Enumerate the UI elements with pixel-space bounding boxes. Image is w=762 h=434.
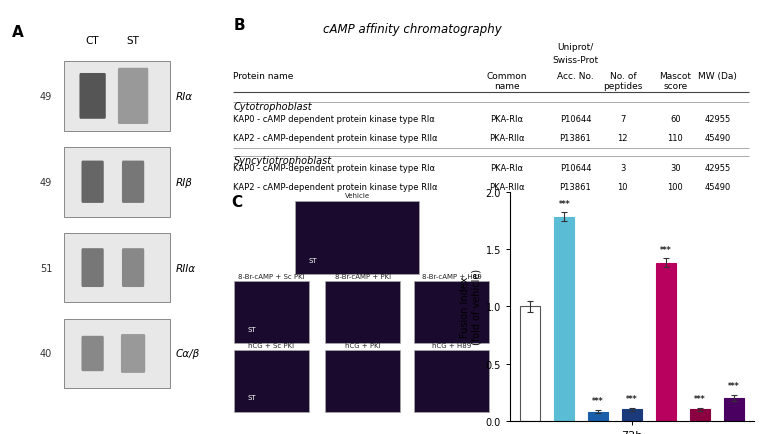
Text: ***: *** [694, 394, 706, 403]
FancyBboxPatch shape [118, 69, 149, 125]
Text: PKA-RIα: PKA-RIα [491, 114, 523, 123]
FancyBboxPatch shape [64, 233, 169, 302]
Bar [554, 217, 575, 421]
Text: 49: 49 [40, 178, 52, 187]
Bar [414, 350, 489, 412]
Text: P10644: P10644 [560, 163, 591, 172]
Text: B: B [233, 18, 245, 33]
Text: hCG + Sc PKI: hCG + Sc PKI [248, 342, 294, 348]
Text: Syncytiotrophoblast: Syncytiotrophoblast [233, 155, 331, 165]
Text: Acc. No.: Acc. No. [557, 72, 594, 81]
Text: CT: CT [86, 36, 99, 46]
Text: RIβ: RIβ [175, 178, 193, 187]
Text: RIIα: RIIα [175, 263, 196, 273]
Text: ST: ST [309, 257, 318, 263]
Text: ST: ST [247, 326, 256, 332]
Text: KAP2 - cAMP-dependent protein kinase type RIIα: KAP2 - cAMP-dependent protein kinase typ… [233, 183, 438, 192]
Text: 42955: 42955 [704, 163, 731, 172]
Text: hCG + H89: hCG + H89 [432, 342, 471, 348]
Bar [325, 350, 400, 412]
FancyBboxPatch shape [82, 249, 104, 287]
Bar [234, 281, 309, 343]
Bar [414, 281, 489, 343]
Text: P10644: P10644 [560, 114, 591, 123]
Bar [656, 263, 677, 421]
Text: KAP0 - cAMP dependent protein kinase type RIα: KAP0 - cAMP dependent protein kinase typ… [233, 114, 435, 123]
Text: P13861: P13861 [559, 183, 591, 192]
Text: cAMP affinity chromatography: cAMP affinity chromatography [323, 23, 501, 36]
Text: 8-Br-cAMP + Sc PKI: 8-Br-cAMP + Sc PKI [238, 273, 305, 279]
Text: A: A [11, 25, 24, 40]
Text: KAP0 - cAMP-dependent protein kinase type RIα: KAP0 - cAMP-dependent protein kinase typ… [233, 163, 435, 172]
Text: Vehicle: Vehicle [344, 193, 370, 199]
Y-axis label: Fusion Index
(fold of vehicle): Fusion Index (fold of vehicle) [459, 269, 482, 345]
Text: ***: *** [559, 199, 570, 208]
Text: 7: 7 [620, 114, 626, 123]
Text: hCG + PKI: hCG + PKI [345, 342, 380, 348]
Text: 100: 100 [668, 183, 684, 192]
Bar [325, 281, 400, 343]
Text: 3: 3 [620, 163, 626, 172]
FancyBboxPatch shape [82, 161, 104, 204]
FancyBboxPatch shape [122, 161, 144, 204]
FancyBboxPatch shape [79, 74, 106, 119]
Text: MW (Da): MW (Da) [698, 72, 737, 81]
Text: PKA-RIIα: PKA-RIIα [489, 134, 525, 143]
Text: 8-Br-cAMP + H89: 8-Br-cAMP + H89 [421, 273, 482, 279]
Bar [622, 410, 642, 421]
Text: 10: 10 [617, 183, 628, 192]
Text: No. of
peptides: No. of peptides [604, 72, 642, 91]
Bar [234, 350, 309, 412]
Text: 51: 51 [40, 263, 52, 273]
Text: ***: *** [728, 381, 740, 390]
Text: KAP2 - cAMP-dependent protein kinase type RIIα: KAP2 - cAMP-dependent protein kinase typ… [233, 134, 438, 143]
Text: 110: 110 [668, 134, 684, 143]
Bar [520, 306, 540, 421]
Text: 40: 40 [40, 349, 52, 358]
FancyBboxPatch shape [122, 249, 144, 287]
Text: ***: *** [626, 394, 638, 403]
Text: ST: ST [126, 36, 139, 46]
Text: 42955: 42955 [704, 114, 731, 123]
Text: 45490: 45490 [704, 134, 731, 143]
Text: Swiss-Prot: Swiss-Prot [552, 56, 598, 65]
Bar [690, 410, 710, 421]
FancyBboxPatch shape [64, 62, 169, 132]
Bar [588, 412, 608, 421]
Text: P13861: P13861 [559, 134, 591, 143]
Bar [724, 398, 744, 421]
Text: Protein name: Protein name [233, 72, 294, 81]
Bar [296, 201, 419, 275]
Text: 45490: 45490 [704, 183, 731, 192]
FancyBboxPatch shape [121, 334, 146, 373]
Text: C: C [231, 194, 242, 210]
Text: 49: 49 [40, 92, 52, 102]
FancyBboxPatch shape [82, 336, 104, 372]
Text: RIα: RIα [175, 92, 193, 102]
Text: Cytotrophoblast: Cytotrophoblast [233, 101, 312, 111]
Text: PKA-RIα: PKA-RIα [491, 163, 523, 172]
Text: Mascot
score: Mascot score [659, 72, 691, 91]
Text: 30: 30 [670, 163, 680, 172]
Text: Cα/β: Cα/β [175, 349, 200, 358]
Text: Common
name: Common name [487, 72, 527, 91]
FancyBboxPatch shape [64, 319, 169, 388]
FancyBboxPatch shape [64, 148, 169, 217]
Text: ST: ST [247, 395, 256, 401]
Text: 60: 60 [670, 114, 680, 123]
Text: ***: *** [592, 397, 604, 405]
Text: 12: 12 [617, 134, 628, 143]
Text: ***: *** [661, 245, 672, 254]
Text: Uniprot/: Uniprot/ [557, 43, 594, 51]
Text: PKA-RIIα: PKA-RIIα [489, 183, 525, 192]
Text: 8-Br-cAMP + PKI: 8-Br-cAMP + PKI [335, 273, 391, 279]
